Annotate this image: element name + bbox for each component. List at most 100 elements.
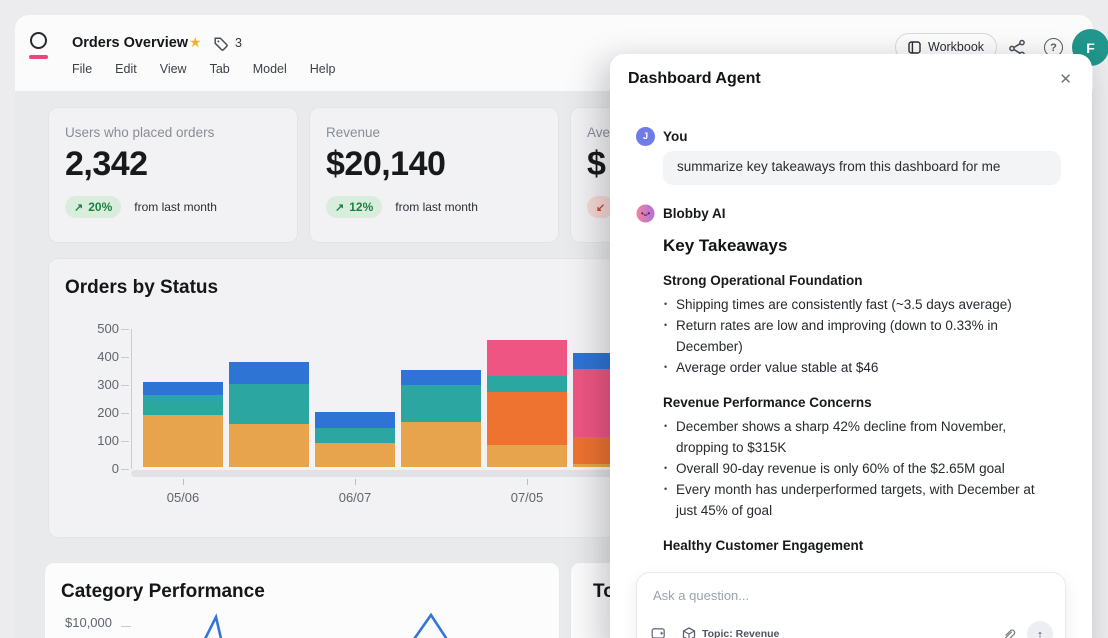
segment-teal[interactable] (401, 385, 481, 422)
segment-teal[interactable] (229, 383, 309, 424)
page-title: Orders Overview (72, 35, 189, 51)
section-heading: Strong Operational Foundation (663, 273, 863, 288)
y-tick-label: 200 (97, 405, 119, 420)
category-y-dash (121, 626, 131, 627)
user-message-bubble: summarize key takeaways from this dashbo… (663, 151, 1061, 185)
segment-orange[interactable] (143, 415, 223, 467)
menu-tab[interactable]: Tab (209, 62, 230, 76)
stacked-bar[interactable] (401, 369, 481, 467)
y-tick (121, 441, 129, 442)
blobby-ai-avatar (636, 204, 655, 223)
stacked-bar[interactable] (143, 382, 223, 467)
menu-file[interactable]: File (72, 62, 93, 76)
section-heading: Healthy Customer Engagement (663, 538, 864, 553)
topic-label[interactable]: Topic: Revenue (702, 628, 780, 638)
stacked-bar[interactable] (487, 340, 567, 467)
kpi-caption: from last month (134, 200, 217, 214)
segment-blue[interactable] (401, 369, 481, 386)
chat-options-icon[interactable] (651, 627, 666, 638)
kpi-card-revenue: Revenue $20,140 ↗ 12% from last month (309, 107, 559, 243)
segment-orange[interactable] (487, 445, 567, 467)
segment-orange[interactable] (401, 421, 481, 467)
y-tick-label: 100 (97, 433, 119, 448)
x-tick-label: 05/06 (166, 490, 200, 505)
y-tick (121, 329, 129, 330)
category-line-chart[interactable] (45, 563, 561, 638)
category-chart-title: Category Performance (61, 581, 265, 602)
category-y-tick: $10,000 (65, 615, 112, 630)
segment-blue[interactable] (143, 382, 223, 396)
y-tick (121, 413, 129, 414)
menu-bar: File Edit View Tab Model Help (72, 62, 336, 76)
favorite-star-icon[interactable]: ★ (189, 34, 202, 50)
y-tick-label: 300 (97, 377, 119, 392)
bullet-list: Shipping times are consistently fast (~3… (663, 294, 1063, 378)
dashboard-agent-panel: Dashboard Agent ✕ J You summarize key ta… (610, 54, 1092, 638)
top-card-title: To (593, 581, 615, 602)
segment-teal[interactable] (487, 376, 567, 393)
y-axis (131, 329, 132, 469)
ask-question-input[interactable]: Ask a question... Topic: Revenue ↑ (636, 572, 1066, 638)
segment-teal[interactable] (315, 428, 395, 444)
bullet-item: Return rates are low and improving (down… (663, 315, 1038, 357)
agent-panel-title: Dashboard Agent (628, 70, 761, 87)
you-name: You (663, 129, 688, 144)
stacked-bar[interactable] (229, 362, 309, 467)
kpi-card-users: Users who placed orders 2,342 ↗ 20% from… (48, 107, 298, 243)
blobby-ai-name: Blobby AI (663, 206, 726, 221)
segment-dark-orange[interactable] (487, 392, 567, 446)
x-tick (183, 479, 184, 485)
x-tick (527, 479, 528, 485)
topic-cube-icon[interactable] (682, 627, 696, 638)
x-tick (355, 479, 356, 485)
omni-logo-underline (29, 55, 48, 59)
assistant-message: Key Takeaways Strong Operational Foundat… (663, 236, 1063, 559)
y-tick (121, 357, 129, 358)
menu-edit[interactable]: Edit (115, 62, 137, 76)
kpi-label: Revenue (326, 125, 381, 140)
workbook-label: Workbook (928, 40, 985, 54)
segment-teal[interactable] (143, 395, 223, 416)
tag-icon[interactable] (213, 36, 229, 52)
kpi-value: $20,140 (326, 145, 446, 183)
segment-orange[interactable] (229, 423, 309, 467)
trend-down-icon: ↙ (596, 201, 606, 214)
y-tick (121, 469, 129, 470)
send-button[interactable]: ↑ (1027, 621, 1053, 638)
trend-up-icon: ↗ (74, 201, 84, 214)
x-tick-label: 07/05 (510, 490, 544, 505)
segment-orange[interactable] (315, 443, 395, 467)
kpi-value: 2,342 (65, 145, 148, 183)
input-placeholder: Ask a question... (653, 588, 750, 603)
segment-blue[interactable] (315, 412, 395, 429)
menu-help[interactable]: Help (309, 62, 336, 76)
category-performance-card: Category Performance $10,000 (44, 562, 560, 638)
kpi-label: Users who placed orders (65, 125, 215, 140)
menu-model[interactable]: Model (252, 62, 287, 76)
orders-chart-title: Orders by Status (65, 277, 219, 298)
answer-heading: Key Takeaways (663, 236, 788, 255)
delta-badge: ↙ (587, 196, 615, 218)
y-tick (121, 385, 129, 386)
delta-badge: ↗ 12% (326, 196, 383, 218)
bullet-item: Every month has underperformed targets, … (663, 479, 1038, 521)
close-icon[interactable]: ✕ (1059, 71, 1072, 88)
bullet-item: Overall 90-day revenue is only 60% of th… (663, 458, 1063, 479)
delta-badge: ↗ 20% (65, 196, 122, 218)
workbook-icon (908, 40, 921, 54)
you-avatar: J (636, 127, 655, 146)
bullet-item: Shipping times are consistently fast (~3… (663, 294, 1063, 315)
tag-count: 3 (235, 36, 242, 50)
segment-blue[interactable] (229, 362, 309, 384)
x-axis-track (131, 470, 1036, 477)
omni-logo-icon[interactable] (30, 32, 47, 49)
kpi-label: Ave (587, 125, 611, 140)
bullet-item: Average order value stable at $46 (663, 357, 1038, 378)
segment-pink[interactable] (487, 340, 567, 377)
y-tick-label: 500 (97, 321, 119, 336)
y-tick-label: 400 (97, 349, 119, 364)
menu-view[interactable]: View (159, 62, 187, 76)
y-tick-label: 0 (111, 461, 119, 476)
stacked-bar[interactable] (315, 412, 395, 467)
attachment-icon[interactable] (1002, 627, 1017, 638)
